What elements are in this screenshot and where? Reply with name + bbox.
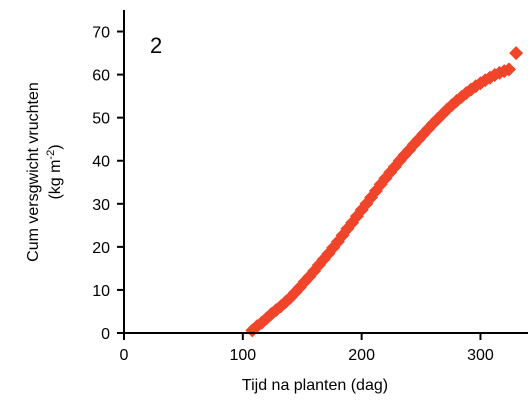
y-axis-label-line1: Cum versgwicht vruchten bbox=[25, 82, 42, 262]
x-tick-label: 100 bbox=[229, 347, 256, 364]
data-point-marker bbox=[501, 62, 516, 77]
x-tick-label: 200 bbox=[348, 347, 375, 364]
x-tick-label: 300 bbox=[467, 347, 494, 364]
x-axis-label: Tijd na planten (dag) bbox=[242, 377, 388, 394]
y-tick-label: 0 bbox=[101, 326, 110, 343]
x-tick-label: 0 bbox=[120, 347, 129, 364]
y-tick-label: 40 bbox=[92, 154, 110, 171]
y-axis-label-sup: -2 bbox=[45, 150, 57, 160]
y-tick-label: 50 bbox=[92, 111, 110, 128]
panel-label: 2 bbox=[150, 33, 162, 58]
y-axis-label-suffix: ) bbox=[47, 144, 64, 149]
y-axis-label-line2: (kg m-2) bbox=[45, 144, 64, 199]
y-tick-label: 30 bbox=[92, 197, 110, 214]
axes bbox=[123, 10, 528, 334]
y-tick-label: 10 bbox=[92, 283, 110, 300]
y-axis-label-prefix: (kg m bbox=[47, 160, 64, 200]
ticks: 0 10 20 30 40 50 60 70 0 100 200 300 bbox=[92, 25, 494, 364]
marker-series bbox=[245, 46, 524, 338]
y-tick-label: 70 bbox=[92, 25, 110, 42]
y-tick-label: 60 bbox=[92, 68, 110, 85]
y-tick-label: 20 bbox=[92, 240, 110, 257]
data-point-marker bbox=[509, 46, 524, 61]
